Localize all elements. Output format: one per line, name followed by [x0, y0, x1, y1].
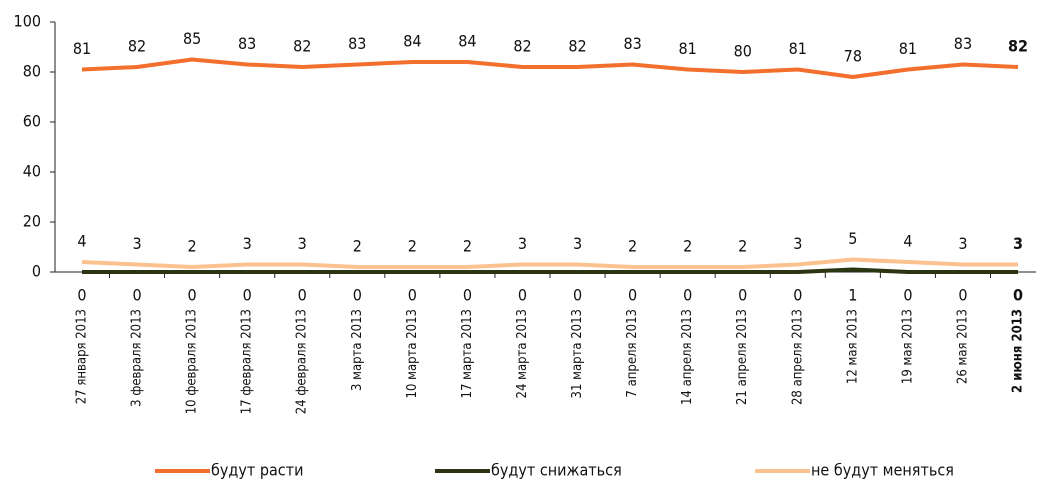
x-tick-label: 7 апреля 2013 — [625, 309, 640, 398]
y-tick-label: 20 — [23, 212, 41, 231]
data-label: 3 — [1013, 234, 1023, 253]
data-label: 0 — [463, 286, 472, 305]
legend-label: будут снижаться — [491, 461, 622, 480]
data-label: 4 — [77, 232, 86, 251]
data-label: 3 — [793, 234, 802, 253]
data-label: 82 — [1008, 37, 1028, 56]
data-label: 0 — [188, 286, 197, 305]
data-label: 2 — [188, 237, 197, 256]
data-label: 0 — [958, 286, 967, 305]
x-tick-label: 24 февраля 2013 — [295, 309, 310, 414]
x-tick-label: 24 марта 2013 — [515, 309, 530, 398]
x-tick-label: 31 марта 2013 — [570, 309, 585, 398]
data-label: 0 — [243, 286, 252, 305]
y-tick-label: 40 — [23, 162, 41, 181]
data-label: 81 — [899, 39, 917, 58]
data-label: 0 — [793, 286, 802, 305]
data-label: 82 — [128, 37, 146, 56]
data-label: 2 — [683, 237, 692, 256]
y-tick-label: 80 — [23, 62, 41, 81]
data-label: 84 — [458, 32, 476, 51]
data-label: 82 — [568, 37, 586, 56]
data-label: 0 — [1013, 286, 1023, 305]
legend-label: не будут меняться — [811, 461, 954, 480]
x-tick-label: 27 января 2013 — [75, 309, 90, 404]
x-tick-label: 28 апреля 2013 — [790, 309, 805, 405]
data-label: 3 — [518, 234, 527, 253]
data-label: 2 — [738, 237, 747, 256]
data-label: 3 — [298, 234, 307, 253]
y-tick-label: 60 — [23, 112, 41, 131]
data-label: 84 — [403, 32, 421, 51]
data-label: 0 — [573, 286, 582, 305]
data-label: 0 — [683, 286, 692, 305]
data-label: 85 — [183, 29, 201, 48]
data-label: 3 — [132, 234, 141, 253]
x-tick-label: 12 мая 2013 — [845, 309, 860, 384]
y-tick-label: 100 — [14, 12, 41, 31]
data-label: 2 — [628, 237, 637, 256]
data-label: 80 — [734, 42, 752, 61]
data-label: 0 — [353, 286, 362, 305]
series-line — [81, 57, 1019, 79]
x-tick-label: 14 апреля 2013 — [680, 309, 695, 405]
x-tick-label: 26 мая 2013 — [955, 309, 970, 384]
x-tick-label: 3 февраля 2013 — [130, 309, 145, 407]
data-label: 78 — [844, 47, 862, 66]
x-tick-label: 3 марта 2013 — [350, 309, 365, 391]
data-label: 0 — [408, 286, 417, 305]
data-label: 83 — [623, 34, 641, 53]
data-label: 0 — [298, 286, 307, 305]
legend-label: будут расти — [211, 461, 303, 480]
data-label: 0 — [132, 286, 141, 305]
data-label: 2 — [463, 237, 472, 256]
data-label: 81 — [679, 39, 697, 58]
data-label: 82 — [513, 37, 531, 56]
data-label: 82 — [293, 37, 311, 56]
data-label: 0 — [628, 286, 637, 305]
data-label: 2 — [408, 237, 417, 256]
data-label: 3 — [573, 234, 582, 253]
x-tick-label: 19 мая 2013 — [900, 309, 915, 384]
data-label: 1 — [848, 286, 857, 305]
data-label: 3 — [243, 234, 252, 253]
data-label: 83 — [348, 34, 366, 53]
data-label: 5 — [848, 229, 857, 248]
x-tick-label: 10 марта 2013 — [405, 309, 420, 398]
data-label: 3 — [958, 234, 967, 253]
data-label: 81 — [73, 39, 91, 58]
data-label: 0 — [77, 286, 86, 305]
x-tick-label: 21 апреля 2013 — [735, 309, 750, 405]
x-tick-label: 17 марта 2013 — [460, 309, 475, 398]
data-label: 83 — [954, 34, 972, 53]
data-label: 0 — [903, 286, 912, 305]
series-line — [81, 257, 1019, 269]
x-tick-label: 2 июня 2013 — [1011, 309, 1026, 393]
data-label: 83 — [238, 34, 256, 53]
data-label: 81 — [789, 39, 807, 58]
data-label: 4 — [903, 232, 912, 251]
x-tick-label: 17 февраля 2013 — [240, 309, 255, 414]
data-label: 2 — [353, 237, 362, 256]
series-line — [82, 267, 1019, 274]
data-label: 0 — [518, 286, 527, 305]
y-tick-label: 0 — [32, 262, 41, 281]
data-label: 0 — [738, 286, 747, 305]
x-tick-label: 10 февраля 2013 — [185, 309, 200, 414]
